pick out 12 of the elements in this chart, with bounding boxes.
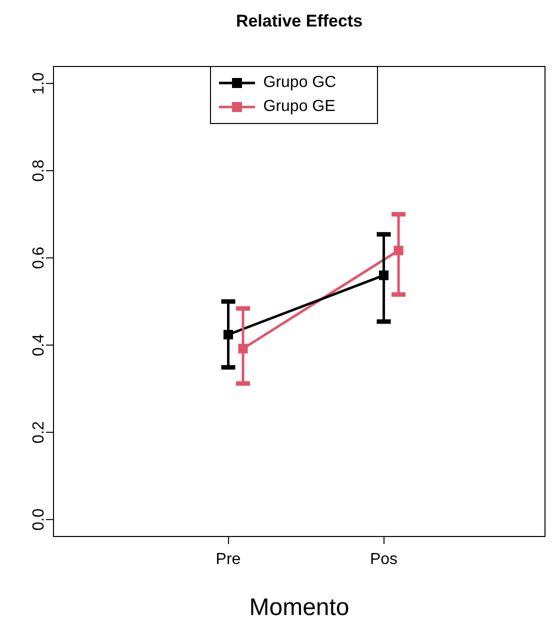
legend-label: Grupo GC xyxy=(263,73,336,93)
y-tick-label: 0.4 xyxy=(30,334,48,356)
legend-label: Grupo GE xyxy=(263,97,336,117)
chart-title: Relative Effects xyxy=(236,12,363,31)
x-axis-title: Momento xyxy=(249,594,350,622)
y-tick-label: 0.6 xyxy=(30,246,48,270)
y-tick-label: 0.2 xyxy=(30,421,48,444)
x-tick-label: Pos xyxy=(370,551,398,568)
x-tick-label: Pre xyxy=(216,551,241,568)
y-tick-label: 1.0 xyxy=(30,72,48,95)
y-tick-label: 0.8 xyxy=(30,159,48,182)
y-tick-label: 0.0 xyxy=(30,508,48,531)
